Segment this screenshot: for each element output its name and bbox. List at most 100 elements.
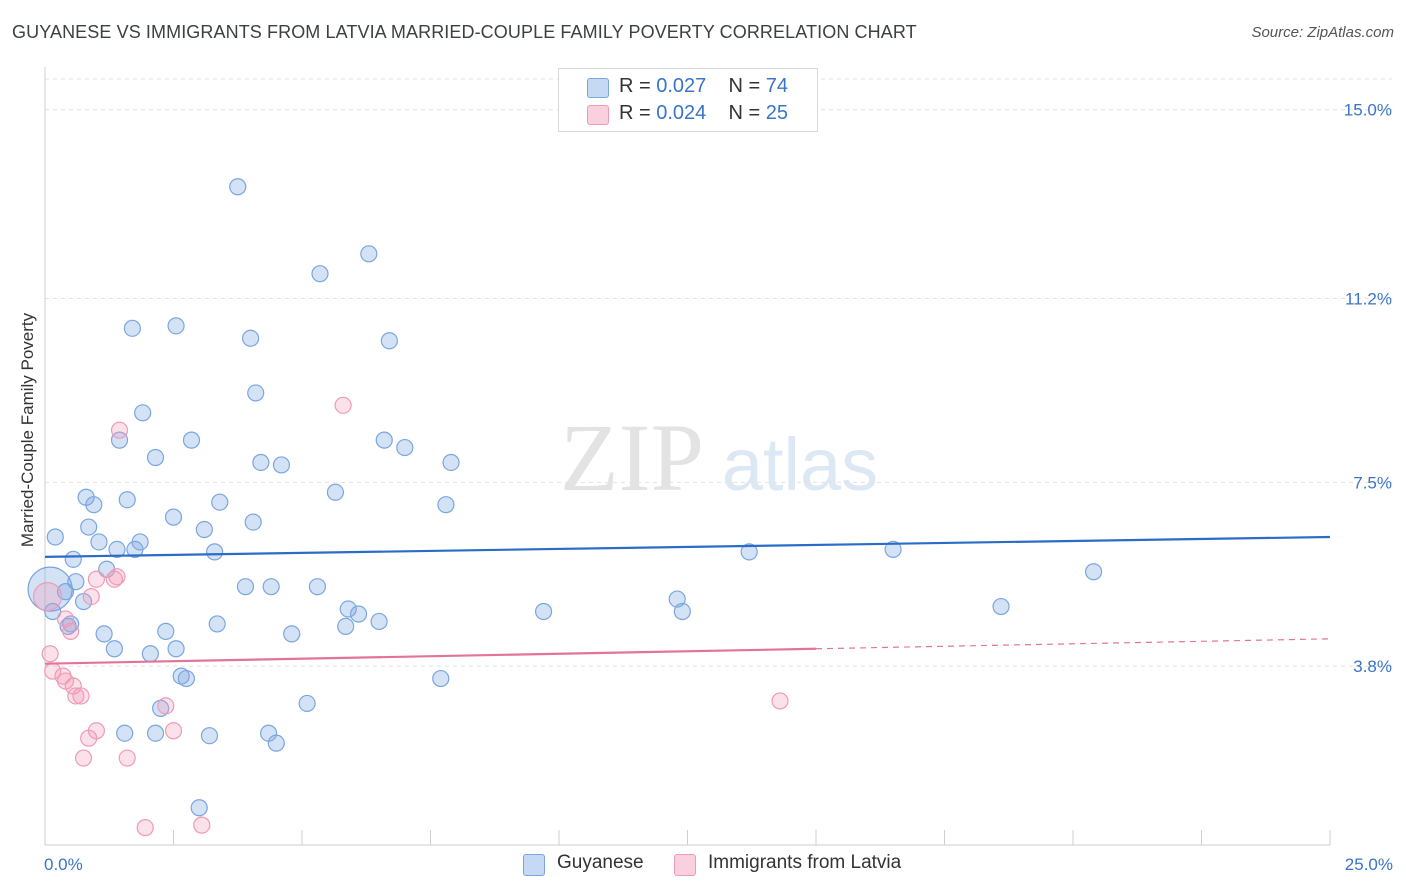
- guyanese-point: [116, 724, 134, 742]
- chart-title: GUYANESE VS IMMIGRANTS FROM LATVIA MARRI…: [12, 22, 917, 42]
- legend-r-value: 0.027: [656, 75, 707, 97]
- guyanese-trend-line: [44, 535, 1331, 558]
- latvia-point: [74, 749, 93, 767]
- legend-swatch-blue: [587, 78, 609, 98]
- legend-n-label: N =: [728, 75, 766, 97]
- guyanese-point: [375, 431, 393, 449]
- guyanese-point: [182, 431, 201, 449]
- legend-label-guyanese: Guyanese: [557, 852, 644, 873]
- guyanese-point: [167, 317, 185, 335]
- legend-swatch-pink: [587, 105, 609, 125]
- guyanese-point: [437, 496, 455, 514]
- latvia-point: [54, 667, 72, 685]
- latvia-point: [118, 749, 136, 767]
- guyanese-point: [534, 602, 553, 621]
- latvia-points: [32, 396, 789, 837]
- guyanese-point: [167, 640, 185, 658]
- guyanese-point: [252, 453, 270, 472]
- latvia-point: [72, 687, 90, 705]
- guyanese-point: [311, 265, 329, 283]
- guyanese-point: [272, 456, 291, 474]
- guyanese-point: [396, 438, 414, 457]
- guyanese-point: [208, 615, 226, 633]
- guyanese-point: [46, 528, 64, 546]
- guyanese-point: [64, 550, 82, 568]
- guyanese-points: [27, 178, 1103, 817]
- guyanese-point: [349, 605, 368, 623]
- guyanese-point: [380, 332, 398, 350]
- legend-label-latvia: Immigrants from Latvia: [708, 852, 902, 873]
- x-tick-labels: 0.0% 25.0%: [44, 855, 1393, 874]
- guyanese-point: [157, 622, 175, 640]
- guyanese-point: [673, 602, 691, 621]
- trend-lines: [44, 535, 1331, 665]
- series-legend: Guyanese Immigrants from Latvia: [0, 850, 1406, 880]
- y-tick-label: 3.8%: [1353, 657, 1392, 676]
- watermark-zip: ZIP: [560, 404, 704, 511]
- y-tick-labels: 3.8% 7.5% 11.2% 15.0%: [1344, 101, 1392, 676]
- guyanese-point: [146, 724, 165, 742]
- guyanese-point: [442, 453, 460, 472]
- guyanese-point: [283, 625, 301, 643]
- x-tick-label: 25.0%: [1345, 855, 1393, 874]
- legend-r-label: R =: [619, 75, 657, 97]
- legend-r-value: 0.024: [656, 102, 707, 124]
- guyanese-point: [247, 384, 265, 402]
- guyanese-point: [164, 508, 183, 526]
- latvia-point: [82, 588, 100, 606]
- latvia-point: [771, 692, 789, 710]
- guyanese-point: [195, 520, 213, 539]
- guyanese-point: [360, 245, 378, 263]
- latvia-point: [136, 819, 154, 837]
- latvia-point: [62, 622, 80, 640]
- guyanese-point: [108, 540, 126, 559]
- guyanese-point: [141, 645, 159, 663]
- guyanese-point: [432, 669, 450, 688]
- guyanese-point: [992, 597, 1010, 616]
- latvia-point: [32, 582, 63, 612]
- latvia-point: [334, 396, 352, 414]
- guyanese-point: [1084, 563, 1103, 581]
- latvia-point: [67, 687, 85, 705]
- guyanese-point: [177, 669, 195, 688]
- guyanese-point: [118, 491, 136, 509]
- guyanese-point: [190, 799, 208, 817]
- guyanese-point: [242, 329, 260, 347]
- guyanese-point: [146, 448, 165, 467]
- guyanese-point: [90, 533, 108, 551]
- legend-swatch-pink: [674, 854, 696, 876]
- guyanese-point: [110, 431, 129, 449]
- x-tick-label: 0.0%: [44, 855, 83, 874]
- latvia-point: [157, 697, 175, 715]
- guyanese-point: [229, 178, 247, 196]
- legend-n-value: 25: [765, 102, 789, 124]
- correlation-legend: R = 0.027 N = 74 R = 0.024 N = 25: [558, 68, 818, 132]
- guyanese-point: [337, 617, 355, 636]
- y-tick-label: 11.2%: [1345, 290, 1392, 309]
- latvia-point: [108, 568, 126, 586]
- guyanese-point: [211, 493, 229, 511]
- guyanese-point: [200, 727, 219, 745]
- guyanese-point: [126, 540, 144, 559]
- guyanese-point: [105, 640, 123, 658]
- guyanese-point: [80, 518, 98, 536]
- guyanese-point: [236, 578, 255, 596]
- guyanese-point: [262, 578, 280, 596]
- guyanese-point: [339, 600, 357, 618]
- y-tick-label: 15.0%: [1344, 101, 1392, 120]
- guyanese-point: [370, 612, 388, 631]
- latvia-point: [87, 570, 106, 588]
- gridlines: [45, 78, 1392, 667]
- latvia-point: [41, 645, 59, 663]
- guyanese-point: [244, 513, 262, 531]
- guyanese-point: [206, 543, 224, 561]
- latvia-point: [80, 729, 98, 747]
- guyanese-point: [134, 404, 152, 422]
- latvia-point: [110, 421, 129, 439]
- legend-n-value: 74: [765, 75, 789, 97]
- guyanese-point: [267, 734, 285, 752]
- guyanese-point: [884, 540, 902, 559]
- guyanese-point: [298, 694, 316, 713]
- guyanese-point: [740, 543, 758, 561]
- guyanese-point: [308, 578, 327, 596]
